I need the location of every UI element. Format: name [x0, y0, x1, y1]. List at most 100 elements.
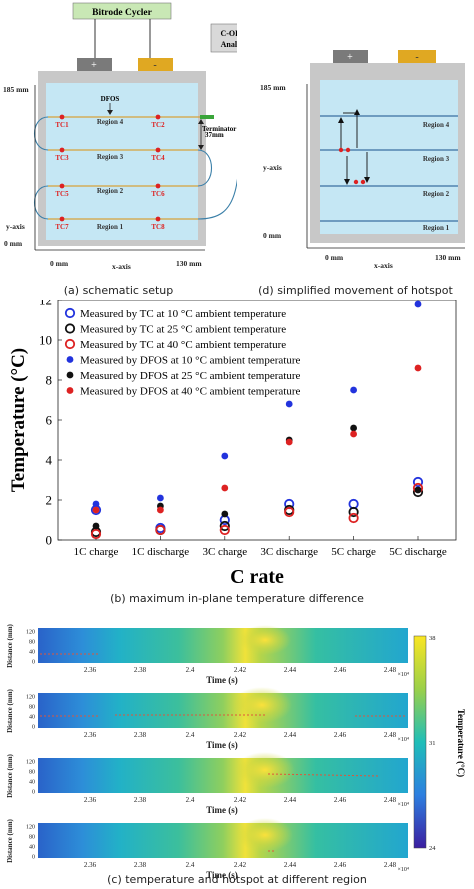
- heatmap-x-tick: 2.38: [134, 731, 147, 739]
- data-point: [414, 486, 422, 494]
- x-axis-label: C rate: [230, 566, 284, 588]
- data-point: [348, 512, 359, 524]
- heatmap-exponent: ×10⁴: [398, 672, 409, 678]
- heatmap-x-tick: 2.42: [234, 731, 247, 739]
- colorbar-label: Temperature (°C): [456, 709, 466, 777]
- data-point: [219, 520, 230, 532]
- legend-marker: [64, 323, 76, 334]
- y-axis-label: y-axis: [263, 163, 282, 172]
- heatmap-x-tick: 2.46: [334, 731, 347, 739]
- analyser-label: Analyser: [221, 40, 237, 49]
- data-point: [92, 500, 100, 508]
- positive-terminal: [333, 50, 368, 63]
- terminator-marker: [200, 115, 214, 119]
- heatmap-y-tick: 120: [26, 760, 35, 766]
- gap-label: 37mm: [205, 131, 224, 139]
- heatmap-y-label: Distance (mm): [6, 623, 14, 667]
- data-point: [157, 494, 164, 502]
- colorbar-tick: 24: [429, 845, 436, 852]
- heatmap-y-tick: 120: [26, 695, 35, 701]
- heatmap-x-tick: 2.46: [334, 666, 347, 674]
- cell-active-area: [320, 80, 458, 234]
- plot-area: [57, 300, 457, 541]
- y-top-label: 185 mm: [260, 83, 286, 92]
- x-axis-label: x-axis: [374, 261, 393, 270]
- fiber-lines: [48, 116, 200, 220]
- heatmap-y-label: Distance (mm): [6, 818, 14, 862]
- heatmap-x-tick: 2.46: [334, 861, 347, 869]
- dfos-label: DFOS: [101, 95, 120, 103]
- data-point: [157, 506, 164, 514]
- x-axis-label: x-axis: [112, 262, 131, 271]
- y-tick-label: 4: [46, 453, 53, 468]
- tc-label: TC3: [55, 154, 69, 162]
- legend-marker: [66, 371, 74, 379]
- heatmap-y-tick: 80: [29, 705, 35, 711]
- heatmap-x-tick: 2.4: [186, 731, 195, 739]
- heatmap-x-tick: 2.36: [84, 796, 97, 804]
- heatmap-y-tick: 0: [32, 855, 35, 861]
- tc-label: TC4: [151, 154, 165, 162]
- region-label: Region 3: [97, 153, 124, 161]
- hotspot-movement-figure: + - Region 4 Region 3 Region 2 Region 1 …: [260, 50, 465, 270]
- heatmap-x-tick: 2.36: [84, 666, 97, 674]
- legend-marker: [64, 307, 76, 319]
- c-ofdr-analyser-box: [210, 23, 237, 53]
- legend-entry: Measured by TC at 40 °C ambient temperat…: [80, 339, 286, 351]
- positive-terminal: [77, 58, 112, 71]
- heatmap-x-tick: 2.4: [186, 861, 195, 869]
- heatmap-y-tick: 80: [29, 770, 35, 776]
- caption-b: (b) maximum in-plane temperature differe…: [110, 592, 364, 605]
- heatmap-y-label: Distance (mm): [6, 688, 14, 732]
- region-label: Region 3: [423, 155, 450, 163]
- region-label: Region 2: [97, 187, 124, 195]
- tc-label: TC2: [151, 121, 165, 129]
- heatmap-y-tick: 120: [26, 825, 35, 831]
- tc-markers: [59, 114, 161, 222]
- tc-label: TC6: [151, 190, 165, 198]
- heatmap-x-tick: 2.46: [334, 796, 347, 804]
- heatmap-region-3: [38, 687, 408, 728]
- heatmap-region-4: [38, 625, 408, 663]
- heatmap-x-tick: 2.48: [384, 666, 397, 674]
- y-axis-label: y-axis: [6, 222, 25, 231]
- heatmap-x-tick: 2.4: [186, 796, 195, 804]
- caption-c: (c) temperature and hotspot at different…: [107, 873, 367, 886]
- heatmap-y-tick: 80: [29, 640, 35, 646]
- legend-entry: Measured by DFOS at 25 °C ambient temper…: [80, 370, 300, 382]
- data-point: [284, 506, 295, 518]
- schematic-setup-figure: Bitrode Cycler C-OFDR Analyser + - Termi…: [3, 2, 237, 271]
- heatmap-x-tick: 2.48: [384, 861, 397, 869]
- data-point: [90, 528, 102, 540]
- heatmap-x-tick: 2.44: [284, 796, 297, 804]
- region-label: Region 1: [97, 223, 124, 231]
- heatmap-y-tick: 0: [32, 660, 35, 666]
- y-tick-label: 10: [39, 333, 52, 348]
- heatmap-x-label: Time (s): [206, 870, 238, 880]
- region-label: Region 4: [97, 118, 124, 126]
- caption-d: (d) simplified movement of hotspot: [258, 284, 453, 297]
- x-tick-label: 5C discharge: [389, 546, 447, 558]
- x-tick-label: 5C charge: [331, 546, 376, 558]
- legend-marker: [66, 356, 74, 363]
- cell-active-area: [46, 83, 198, 240]
- y-axis-label: Temperature (°C): [8, 348, 29, 492]
- heatmap-x-label: Time (s): [206, 675, 238, 685]
- heatmap-exponent: ×10⁴: [398, 867, 409, 873]
- y-top-label: 185 mm: [3, 85, 29, 94]
- x-right-label: 130 mm: [435, 253, 461, 262]
- y-tick-label: 0: [46, 533, 53, 548]
- tc-label: TC1: [55, 121, 69, 129]
- legend-marker: [66, 387, 74, 394]
- heatmap-x-tick: 2.4: [186, 666, 195, 674]
- minus-sign: -: [153, 60, 156, 71]
- x-tick-label: 3C charge: [202, 546, 247, 558]
- x-left-label: 0 mm: [325, 253, 344, 262]
- negative-terminal: [398, 50, 436, 63]
- data-point: [219, 524, 230, 536]
- region-label: Region 2: [423, 190, 450, 198]
- heatmap-x-tick: 2.42: [234, 861, 247, 869]
- heatmap-y-tick: 40: [29, 780, 35, 786]
- bitrode-cycler-label: Bitrode Cycler: [92, 8, 152, 18]
